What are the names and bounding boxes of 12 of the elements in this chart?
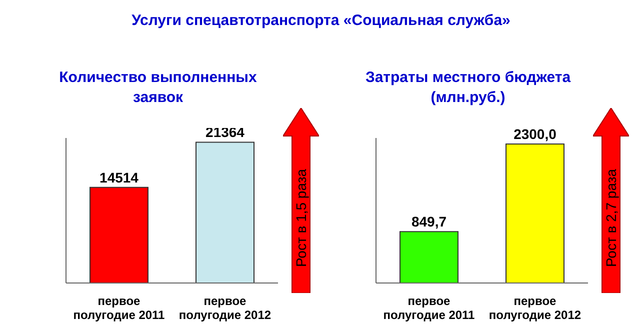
data-label: 2300,0 xyxy=(514,126,557,142)
x-tick-label: первое полугодие 2012 xyxy=(488,294,582,322)
text: Рост в 1,5 раза xyxy=(293,168,309,268)
x-tick-label: первое полугодие 2011 xyxy=(73,294,166,322)
text: Услуги спецавтотранспорта «Социальная служба» xyxy=(130,12,512,29)
data-label: 14514 xyxy=(100,169,139,186)
chart-subtitle: Затраты местного бюджета (млн.руб.) xyxy=(364,68,572,108)
text: Рост в 2,7 раза xyxy=(603,168,619,268)
data-label: 849,7 xyxy=(411,214,447,230)
chart-subtitle: Количество выполненных заявок xyxy=(58,68,258,108)
x-tick-label: первое полугодие 2011 xyxy=(383,294,476,322)
x-tick-label: первое полугодие 2012 xyxy=(178,294,272,322)
